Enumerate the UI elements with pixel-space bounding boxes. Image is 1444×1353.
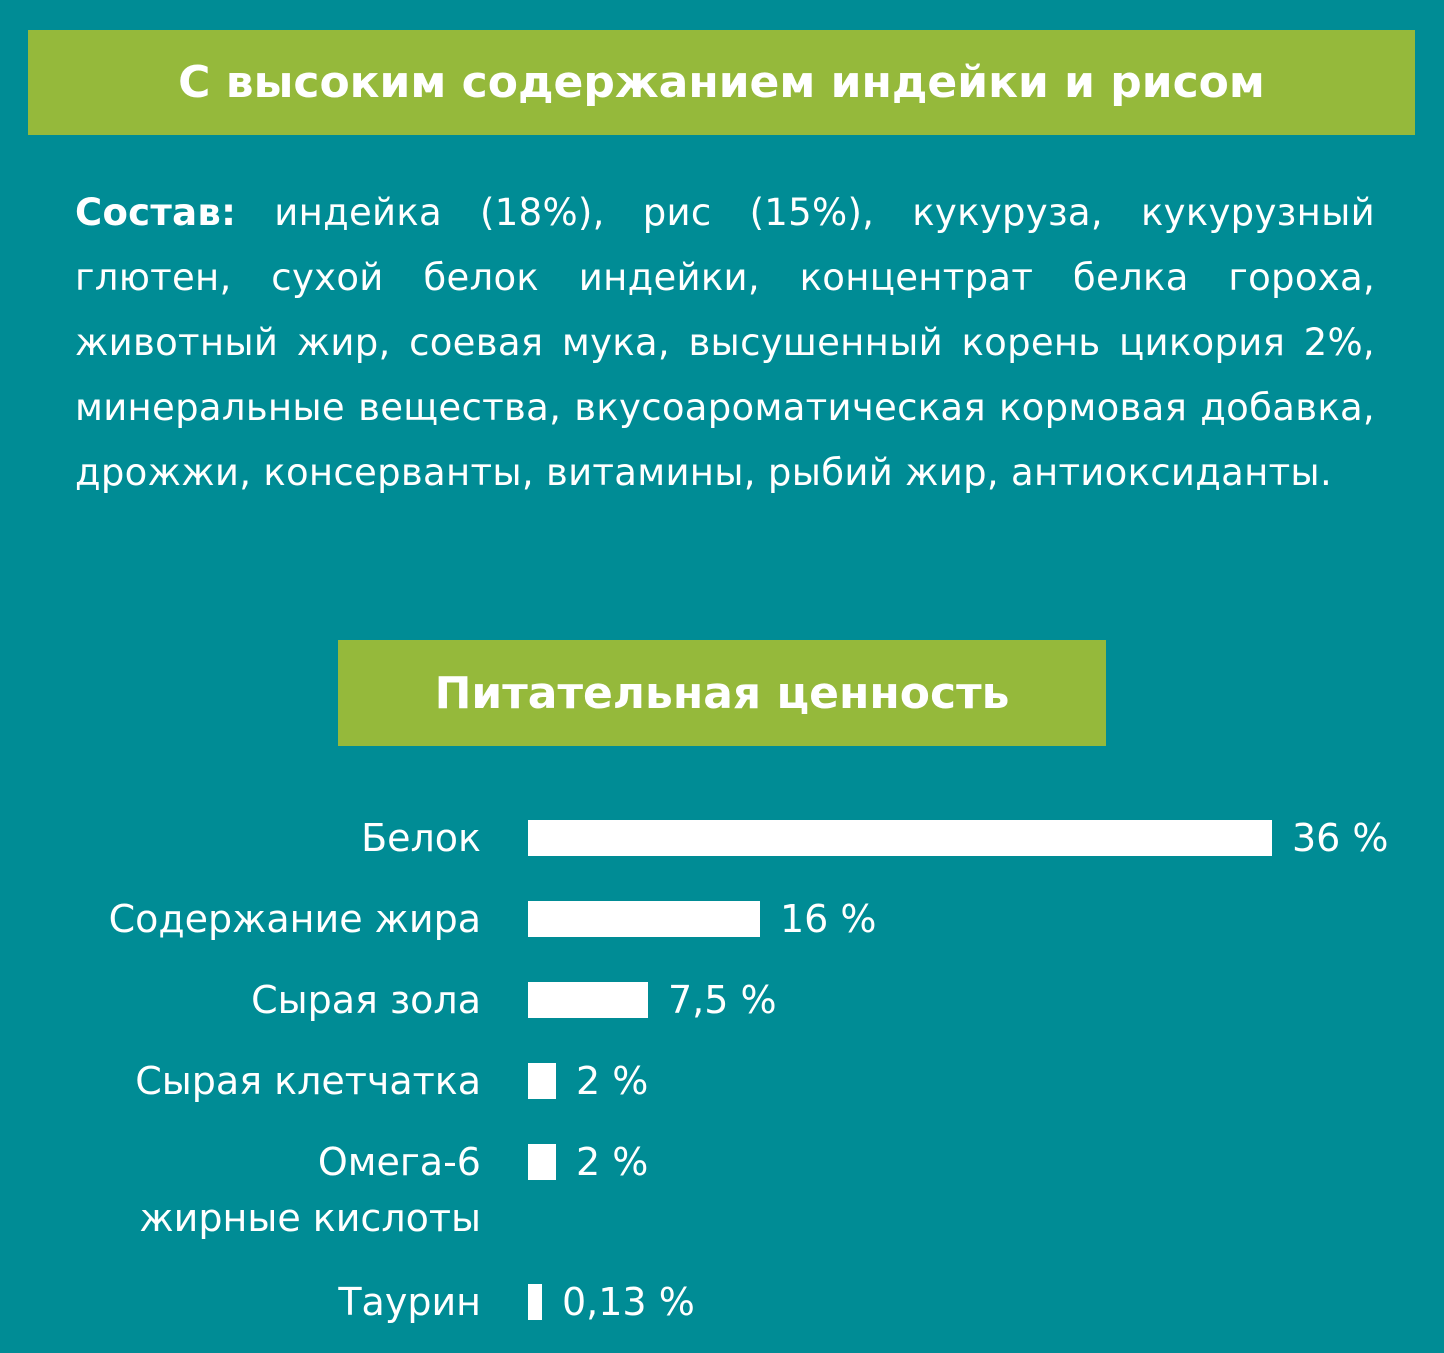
bar-row: Таурин 0,13 % (0, 1280, 1444, 1324)
composition-text: Состав: индейка (18%), рис (15%), кукуру… (75, 180, 1375, 505)
value-label: 2 % (576, 1059, 649, 1103)
category-label: Омега-6 жирные кислоты (139, 1140, 481, 1240)
title: С высоким содержанием индейки и рисом (178, 57, 1265, 108)
category-label: Таурин (338, 1280, 481, 1324)
nutrition-banner: Питательная ценность (338, 640, 1106, 746)
bar (528, 901, 760, 937)
value-label: 2 % (576, 1140, 649, 1184)
bar (528, 982, 648, 1018)
category-label: Сырая зола (251, 978, 481, 1022)
value-label: 7,5 % (668, 978, 777, 1022)
nutrition-title: Питательная ценность (434, 667, 1010, 719)
bar (528, 1284, 542, 1320)
bar-row: Сырая зола 7,5 % (0, 978, 1444, 1022)
category-label: Содержание жира (108, 897, 481, 941)
value-label: 16 % (780, 897, 877, 941)
composition-label: Состав: (75, 191, 237, 234)
category-label: Сырая клетчатка (135, 1059, 481, 1103)
value-label: 0,13 % (562, 1280, 695, 1324)
category-label: Белок (361, 816, 481, 860)
bar-row: Белок 36 % (0, 816, 1444, 860)
value-label: 36 % (1292, 816, 1389, 860)
bar-row: Сырая клетчатка 2 % (0, 1059, 1444, 1103)
bar-row: Содержание жира 16 % (0, 897, 1444, 941)
title-banner: С высоким содержанием индейки и рисом (28, 30, 1415, 135)
bar (528, 1063, 556, 1099)
bar (528, 820, 1272, 856)
composition-body: индейка (18%), рис (15%), кукуруза, куку… (75, 191, 1375, 494)
bar-row: Омега-6 жирные кислоты 2 % (0, 1140, 1444, 1240)
bar (528, 1144, 556, 1180)
